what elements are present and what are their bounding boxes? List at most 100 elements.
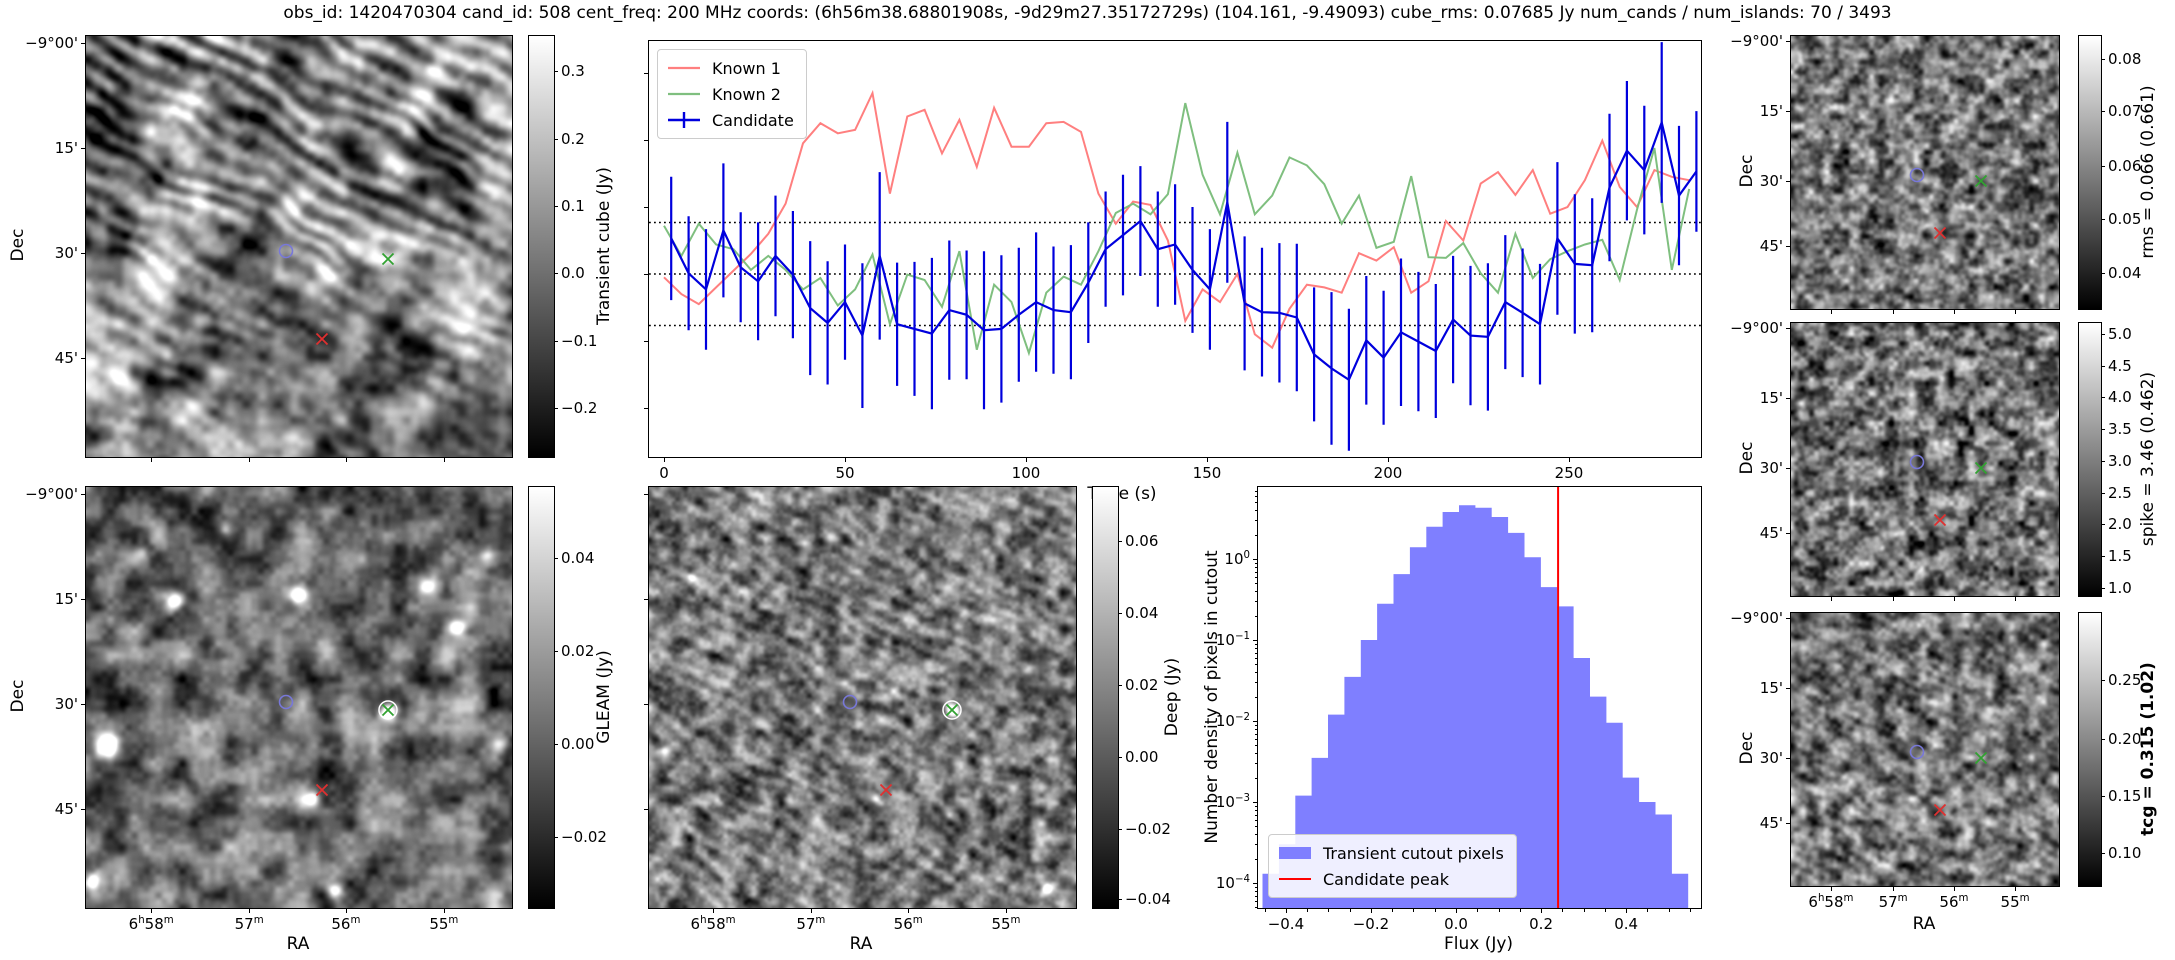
dec-tick (1786, 467, 1790, 469)
candidate-marker-icon (1909, 744, 1925, 760)
lightcurve-legend: Known 1 Known 2 Candidate (657, 49, 807, 139)
known2-marker (1970, 170, 1992, 192)
x-tick-label: 0.4 (1614, 915, 1639, 933)
y-tick (644, 407, 648, 409)
dec-tick-label: 45' (1759, 236, 1783, 255)
colorbar-tick (2101, 524, 2105, 526)
known2-marker-icon (942, 700, 962, 720)
dec-tick-label: −9°00' (25, 34, 78, 53)
colorbar-tick (2101, 556, 2105, 558)
y-minor-tick (1254, 886, 1257, 888)
dec-tick-label: 30' (1759, 748, 1783, 767)
ra-tick-label: 56m (893, 915, 923, 933)
colorbar-label-rms: rms = 0.066 (0.661) (2138, 84, 2158, 259)
y-minor-tick (1254, 738, 1257, 740)
x-tick-label: 250 (1554, 464, 1584, 482)
x-tick (664, 458, 665, 462)
ra-tick (443, 458, 445, 462)
known1-marker (1929, 799, 1951, 821)
y-minor-tick (1254, 652, 1257, 654)
y-minor-tick (1254, 647, 1257, 649)
ra-tick (2015, 597, 2017, 601)
x-minor-tick (1562, 909, 1564, 912)
x-minor-tick (1392, 909, 1394, 912)
candidate-marker (1906, 451, 1928, 473)
colorbar-tick-label: 0.00 (561, 734, 595, 753)
y-minor-tick (1254, 591, 1257, 593)
colorbar-tcg: 0.25 0.20 0.15 0.10 (2078, 612, 2141, 887)
dec-tick (1786, 617, 1790, 619)
known2-marker (377, 248, 399, 270)
colorbar-label-deep: Deep (Jy) (1162, 657, 1182, 736)
series-known-2 (663, 102, 1691, 357)
x-tick (1456, 909, 1458, 913)
y-minor-tick (1254, 763, 1257, 765)
legend-sample-candidate-peak (1279, 878, 1311, 880)
colorbar-tick (1118, 612, 1122, 614)
y-tick (1253, 558, 1257, 560)
colorbar-label-transient-cube: Transient cube (Jy) (594, 166, 614, 325)
colorbar-tick-label: 3.5 (2108, 420, 2132, 439)
dec-tick-label: 30' (1759, 458, 1783, 477)
x-tick (1370, 909, 1372, 913)
gleam-image (86, 487, 512, 908)
dec-tick-label: 45' (54, 800, 78, 819)
y-minor-tick (1254, 844, 1257, 846)
colorbar-tick-label: 0.20 (2108, 730, 2142, 749)
colorbar-tick (2101, 587, 2105, 589)
colorbar-tick-label: 5.0 (2108, 324, 2132, 343)
colorbar-gradient (529, 36, 554, 457)
x-tick (1387, 458, 1389, 462)
panel-spike: −9°00' 15' 30' 45' (1730, 319, 2060, 601)
colorbar-tick (554, 558, 558, 560)
colorbar-tick-label: −0.02 (561, 827, 607, 846)
dec-tick (81, 253, 85, 255)
ra-tick-label: 56m (331, 915, 361, 933)
y-minor-tick (1254, 728, 1257, 730)
ylabel-dec-transient-cube: Dec (8, 228, 28, 262)
candidate-errorbars (670, 42, 1698, 451)
y-minor-tick (1254, 520, 1257, 522)
colorbar-tick (2101, 739, 2105, 741)
dec-tick-label: 15' (1759, 102, 1783, 121)
colorbar-tick-label: 0.15 (2108, 786, 2142, 805)
x-minor-tick (1604, 909, 1606, 912)
colorbar-tick-label: 0.04 (1125, 603, 1159, 622)
ra-tick (1830, 887, 1832, 891)
ra-tick (2015, 887, 2017, 891)
known2-marker-icon (1975, 751, 1988, 764)
dec-tick-label: −9°00' (1730, 318, 1783, 337)
y-minor-tick (1254, 571, 1257, 573)
y-minor-tick (1254, 826, 1257, 828)
y-tick (1253, 639, 1257, 641)
colorbar-gradient (2079, 613, 2101, 886)
colorbar-tick-label: −0.1 (561, 332, 598, 351)
y-minor-tick (1254, 657, 1257, 659)
xlabel-ra-gleam: RA (286, 934, 310, 954)
ra-tick-label: 57m (796, 915, 826, 933)
known2-marker-icon (378, 700, 399, 720)
colorbar-tick-label: −0.2 (561, 399, 598, 418)
ra-tick (249, 458, 251, 462)
colorbar-tick-label: 0.02 (561, 642, 595, 661)
colorbar-gradient (529, 487, 554, 908)
y-tick-label: 10−1 (1215, 630, 1250, 649)
x-minor-tick (1349, 909, 1351, 912)
x-minor-tick (1498, 909, 1500, 912)
legend-entry: Transient cutout pixels (1277, 840, 1504, 866)
rms-image (1791, 36, 2059, 309)
y-tick (644, 139, 648, 141)
dec-tick-label: 45' (54, 349, 78, 368)
dec-tick-label: 45' (1759, 813, 1783, 832)
colorbar-tick (2101, 365, 2105, 367)
y-minor-tick (1254, 900, 1257, 902)
dec-tick (81, 809, 85, 811)
colorbar-tick (554, 341, 558, 343)
y-tick-label: 10−2 (1215, 711, 1250, 730)
ra-tick-label: 6h58m (690, 915, 736, 933)
legend-sample-candidate (668, 112, 700, 128)
dec-tick (1786, 111, 1790, 113)
dec-tick (644, 598, 648, 600)
colorbar-tick (1118, 898, 1122, 900)
